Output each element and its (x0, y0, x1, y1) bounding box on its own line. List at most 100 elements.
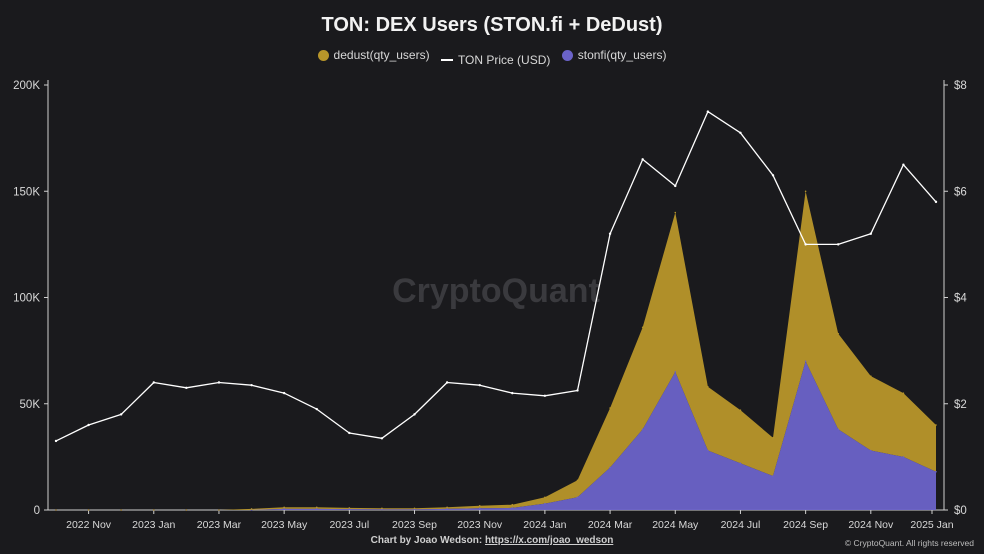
point-ton-price (739, 131, 742, 135)
point-stonfi (446, 508, 448, 510)
y-right-tick-label: $2 (954, 399, 967, 411)
point-ton-price (608, 232, 612, 235)
point-dedust (511, 503, 514, 506)
point-stonfi (511, 507, 514, 509)
point-dedust (87, 509, 90, 511)
point-ton-price (641, 158, 644, 161)
x-tick-label: 2024 Jan (523, 519, 566, 531)
point-dedust (55, 509, 57, 511)
chart-legend: dedust(qty_users) TON Price (USD) stonfi… (0, 48, 984, 67)
point-stonfi (935, 470, 937, 473)
footer-credit-link[interactable]: https://x.com/joao_wedson (484, 535, 614, 546)
point-ton-price (478, 383, 481, 387)
x-tick-label: 2024 May (652, 519, 699, 531)
area-stonfi (56, 361, 936, 510)
point-dedust (120, 509, 122, 511)
point-ton-price (869, 232, 873, 235)
chart-title: TON: DEX Users (STON.fi + DeDust) (321, 14, 663, 36)
footer-credit: Chart by Joao Wedson: (370, 535, 483, 546)
point-stonfi (609, 466, 611, 469)
x-tick-label: 2022 Nov (66, 519, 112, 531)
point-ton-price (445, 381, 449, 384)
point-ton-price (185, 386, 188, 390)
x-tick-label: 2025 Jan (910, 519, 953, 531)
legend-item-ton-price[interactable]: TON Price (USD) (440, 52, 551, 67)
y-left-tick-label: 200K (13, 80, 40, 92)
point-stonfi (315, 508, 318, 510)
point-stonfi (283, 508, 285, 510)
legend-swatch-dedust (317, 49, 329, 61)
point-stonfi (674, 371, 677, 373)
legend-label-dedust: dedust(qty_users) (333, 48, 430, 62)
point-dedust (152, 509, 155, 511)
point-ton-price (315, 407, 318, 411)
point-ton-price (348, 431, 351, 435)
point-ton-price (413, 413, 416, 416)
x-tick-label: 2023 Jul (329, 519, 369, 531)
legend-swatch-ton-price (440, 59, 453, 61)
point-ton-price (804, 243, 807, 246)
point-stonfi (772, 475, 774, 477)
point-dedust (804, 190, 807, 193)
copyright-notice: © CryptoQuant. All rights reserved (844, 538, 974, 548)
point-stonfi (707, 449, 709, 452)
point-stonfi (870, 449, 872, 452)
point-ton-price (674, 184, 677, 188)
point-dedust (348, 507, 351, 509)
point-dedust (707, 385, 709, 388)
point-ton-price (511, 391, 514, 395)
point-ton-price (250, 383, 253, 387)
x-tick-label: 2023 Sep (392, 519, 437, 531)
point-stonfi (902, 456, 905, 458)
point-ton-price (576, 389, 579, 392)
point-ton-price (282, 391, 286, 395)
y-left-tick-label: 0 (34, 505, 40, 517)
point-dedust (250, 508, 253, 510)
point-dedust (935, 424, 937, 426)
point-dedust (772, 436, 774, 439)
point-dedust (837, 332, 840, 335)
point-ton-price (837, 243, 840, 246)
point-ton-price (543, 394, 547, 397)
y-right-tick-label: $4 (954, 293, 967, 305)
point-dedust (315, 506, 318, 509)
point-stonfi (544, 502, 546, 505)
legend-label-ton-price: TON Price (USD) (457, 52, 551, 67)
point-stonfi (576, 496, 579, 499)
x-tick-label: 2023 Jan (132, 519, 175, 531)
x-tick-label: 2024 Sep (783, 519, 828, 531)
point-dedust (283, 506, 285, 509)
point-dedust (674, 211, 677, 214)
point-dedust (576, 479, 579, 482)
point-dedust (381, 507, 383, 510)
point-dedust (478, 504, 481, 507)
point-ton-price (380, 437, 384, 440)
legend-item-stonfi[interactable]: stonfi(qty_users) (561, 48, 666, 62)
point-ton-price (217, 381, 221, 384)
x-tick-label: 2023 Nov (457, 519, 503, 531)
x-tick-label: 2023 May (261, 519, 308, 531)
legend-swatch-stonfi (561, 49, 573, 61)
y-right-tick-label: $8 (954, 80, 967, 92)
point-stonfi (641, 428, 644, 431)
point-ton-price (54, 439, 58, 443)
point-dedust (739, 409, 742, 411)
point-dedust (446, 506, 448, 509)
point-ton-price (87, 423, 90, 427)
x-tick-label: 2024 Nov (848, 519, 894, 531)
point-ton-price (902, 163, 905, 166)
point-ton-price (152, 381, 155, 384)
point-ton-price (119, 413, 123, 416)
x-tick-label: 2024 Mar (588, 519, 633, 531)
x-tick-label: 2023 Mar (197, 519, 242, 531)
y-left-tick-label: 100K (13, 293, 40, 305)
point-dedust (641, 326, 644, 329)
legend-item-dedust[interactable]: dedust(qty_users) (317, 48, 430, 62)
line-ton-price (55, 110, 937, 442)
y-right-tick-label: $6 (954, 186, 967, 198)
point-dedust (413, 507, 416, 510)
point-stonfi (739, 462, 742, 465)
point-stonfi (837, 428, 840, 431)
point-dedust (218, 509, 220, 511)
